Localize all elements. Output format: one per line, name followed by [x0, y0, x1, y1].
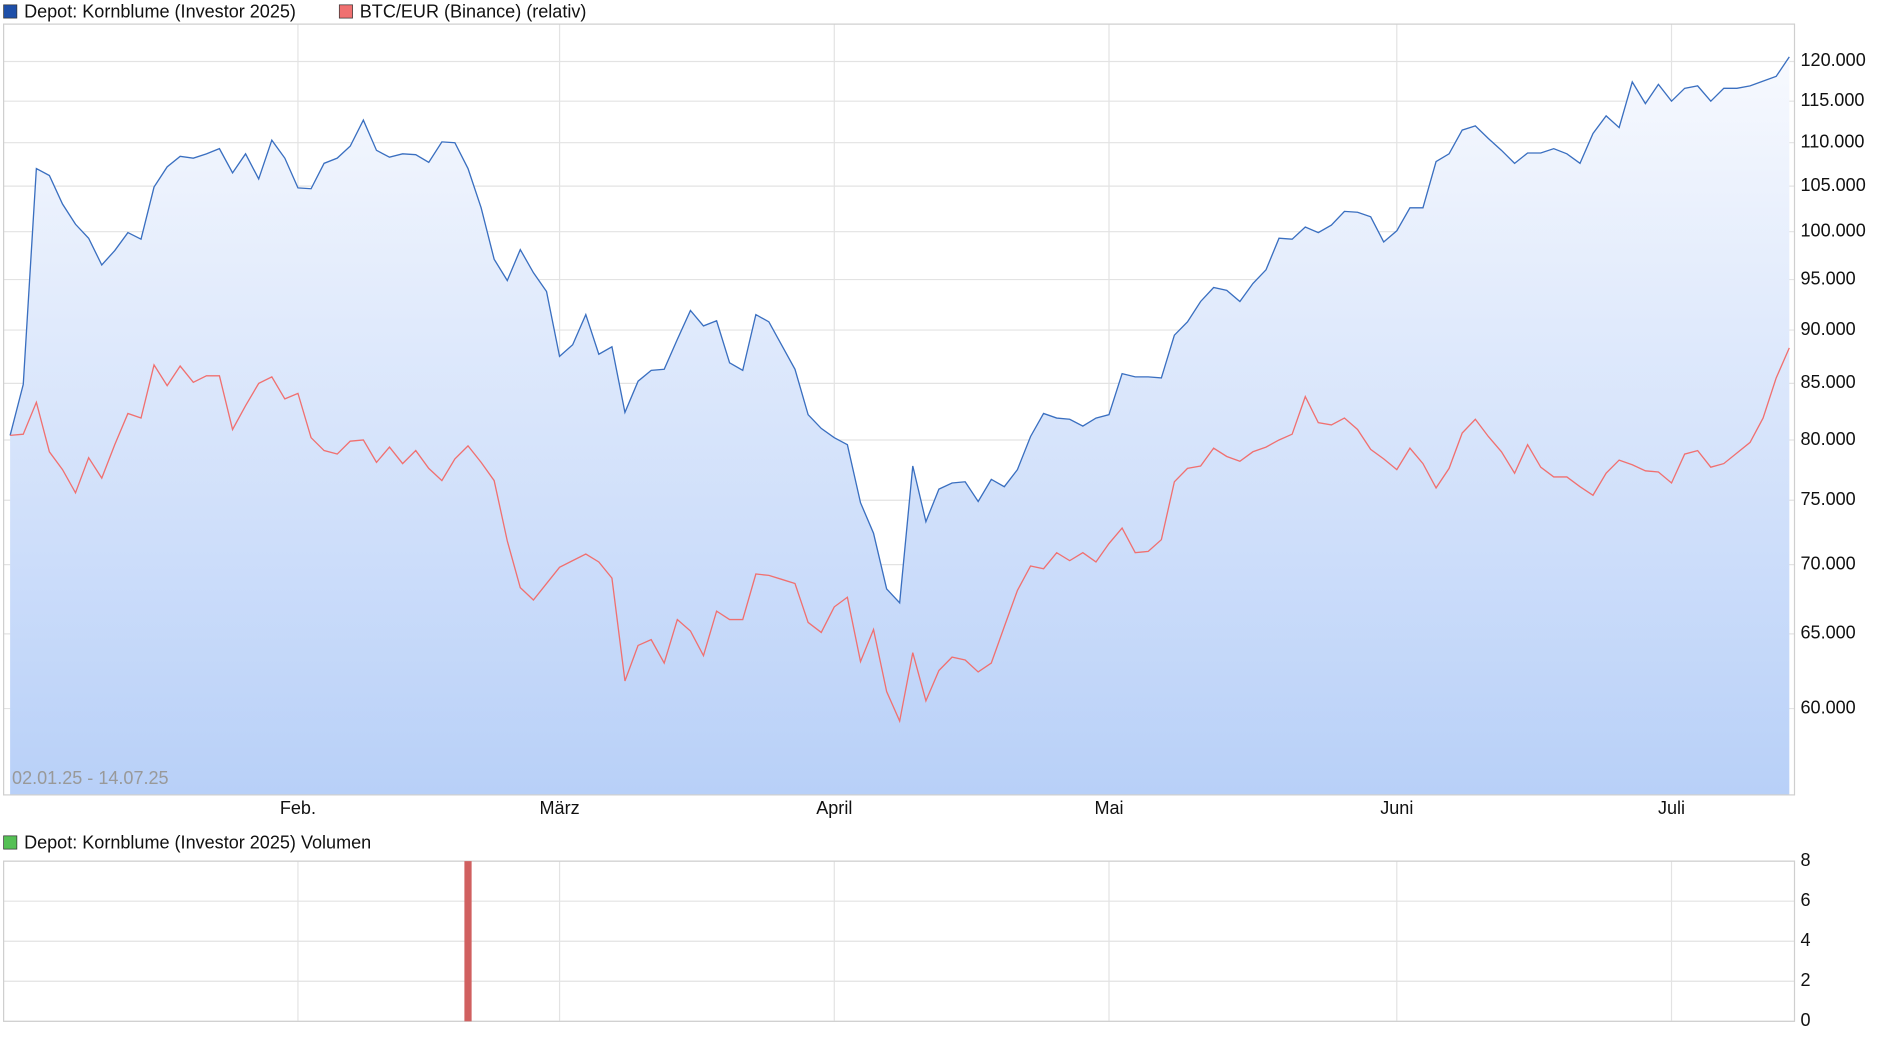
legend-label: BTC/EUR (Binance) (relativ) [360, 1, 587, 21]
x-tick-label: Juni [1380, 798, 1413, 818]
bar [464, 861, 472, 1022]
y-tick-label: 6 [1801, 890, 1811, 910]
y-tick-label: 120.000 [1801, 50, 1866, 70]
y-tick-label: 100.000 [1801, 220, 1866, 240]
x-tick-label: März [540, 798, 580, 818]
legend-label: Depot: Kornblume (Investor 2025) [24, 1, 296, 21]
y-tick-label: 0 [1801, 1010, 1811, 1030]
y-tick-label: 70.000 [1801, 553, 1856, 573]
legend-swatch [338, 4, 353, 19]
area [10, 56, 1790, 795]
line [10, 347, 1790, 724]
x-tick-label: Juli [1658, 798, 1685, 818]
legend-label: Depot: Kornblume (Investor 2025) Volumen [24, 832, 371, 852]
y-tick-label: 110.000 [1801, 131, 1865, 151]
y-tick-label: 4 [1801, 930, 1811, 950]
x-tick-label: Feb. [280, 798, 316, 818]
y-tick-label: 115.000 [1801, 90, 1865, 110]
x-tick-label: April [816, 798, 852, 818]
y-tick-label: 75.000 [1801, 489, 1856, 509]
y-tick-label: 60.000 [1801, 697, 1856, 717]
plot-frame [3, 860, 1796, 1022]
date-range: 02.01.25 - 14.07.25 [12, 768, 169, 788]
y-tick-label: 2 [1801, 970, 1811, 990]
y-tick-label: 95.000 [1801, 268, 1856, 288]
plot-frame [3, 23, 1796, 796]
y-tick-label: 85.000 [1801, 372, 1856, 392]
y-tick-label: 80.000 [1801, 429, 1856, 449]
y-tick-label: 90.000 [1801, 319, 1856, 339]
legend-swatch [3, 4, 18, 19]
x-tick-label: Mai [1094, 798, 1123, 818]
line [9, 56, 1790, 605]
legend-swatch [3, 835, 18, 850]
y-tick-label: 65.000 [1801, 623, 1856, 643]
y-tick-label: 8 [1801, 850, 1811, 870]
y-tick-label: 105.000 [1801, 175, 1866, 195]
